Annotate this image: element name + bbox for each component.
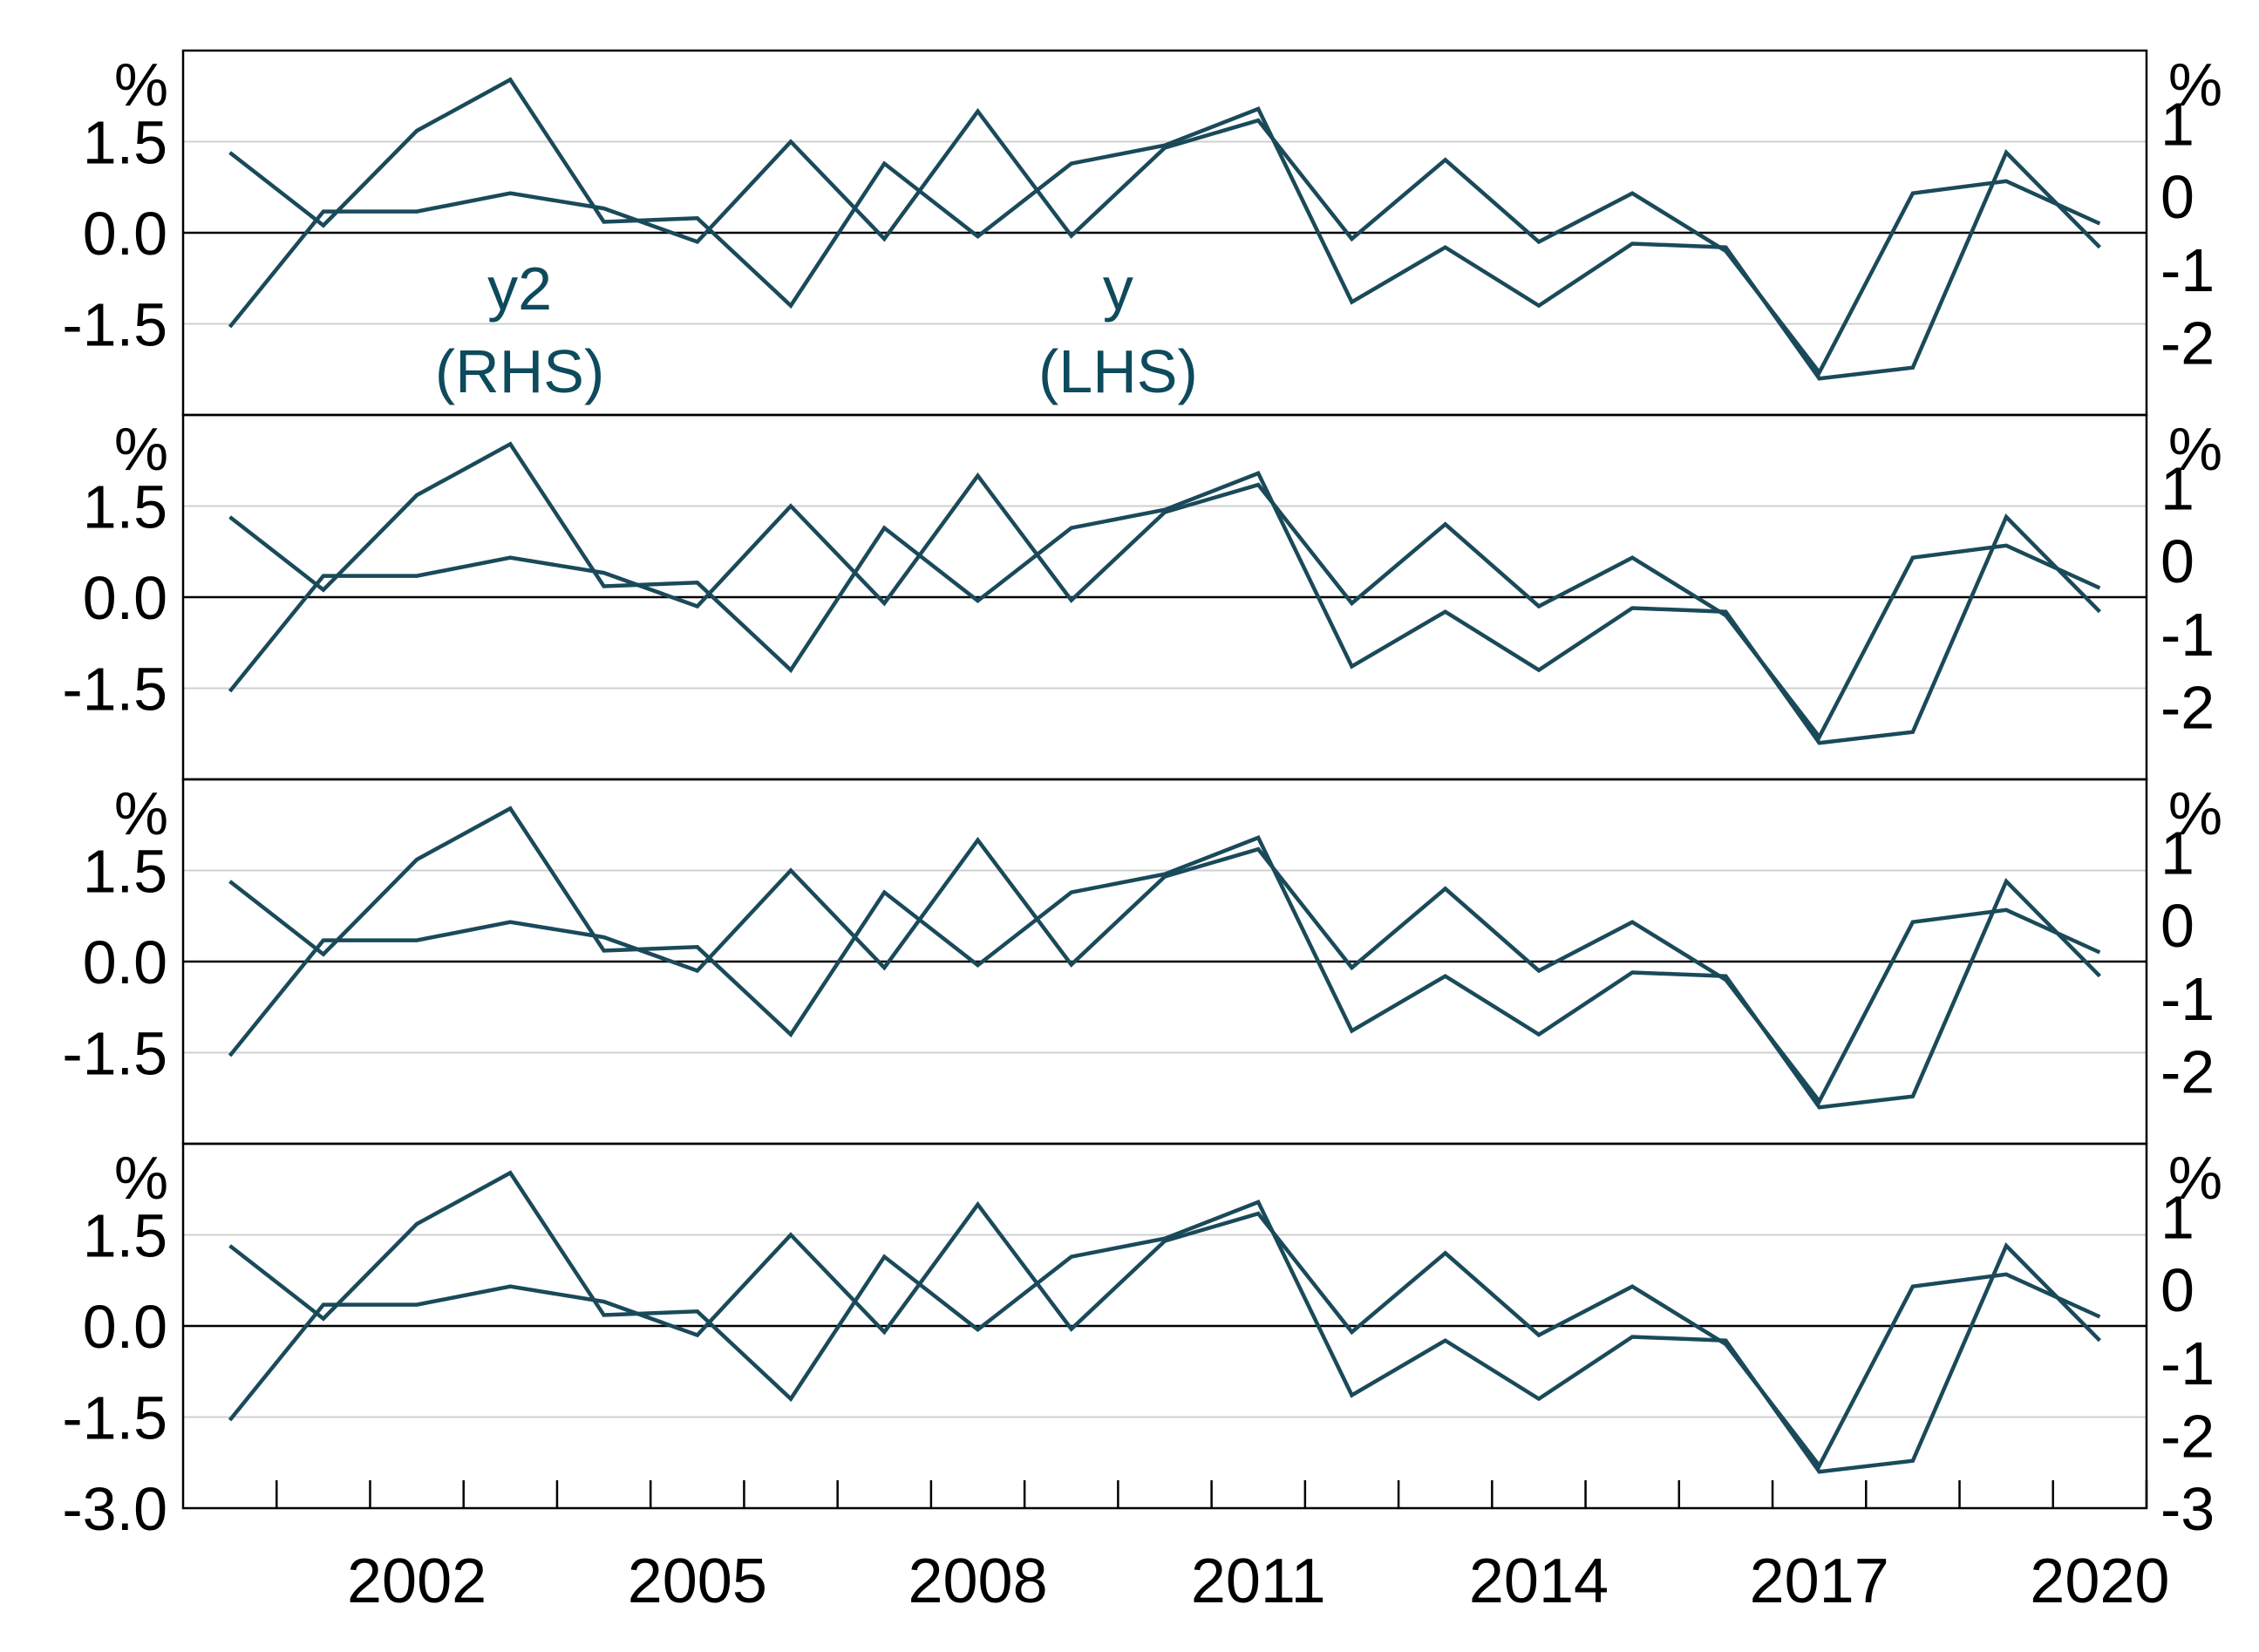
- series-line-y: [228, 472, 2101, 741]
- panel-3: 1.5 0.0 -1.5 10-1-2%%: [62, 778, 2222, 1146]
- left-unit-label: %: [114, 415, 168, 483]
- right-unit-label: %: [2168, 51, 2222, 119]
- right-tick-label: -2: [2160, 1037, 2215, 1105]
- x-tick-label: 2008: [908, 1547, 1047, 1616]
- right-tick-label: 0: [2160, 163, 2194, 231]
- panel-1: 1.5 0.0 -1.5 10-1-2% % y2 (RHS) y (LHS): [62, 49, 2222, 417]
- annotation-series-name: y2: [487, 255, 552, 323]
- annotation-series-name: y: [1103, 255, 1133, 323]
- right-tick-label: -1: [2160, 236, 2215, 304]
- right-tick-label: -3: [2160, 1475, 2215, 1543]
- left-tick-label: 1.5: [83, 1202, 167, 1270]
- left-tick-label: -1.5: [62, 291, 167, 359]
- right-tick-label: -2: [2160, 1402, 2215, 1470]
- x-axis: 2002 2005 2008 2011 2014 2017 2020: [275, 1480, 2169, 1616]
- series-line-y2: [228, 441, 2102, 745]
- series-line-y: [228, 107, 2101, 377]
- right-tick-label: 0: [2160, 527, 2194, 595]
- left-tick-label: -1.5: [62, 1384, 167, 1452]
- series-line-y2: [228, 806, 2102, 1110]
- right-tick-label: 1: [2160, 1184, 2194, 1252]
- left-tick-label: 0.0: [83, 928, 167, 996]
- x-tick-label: 2011: [1191, 1547, 1326, 1616]
- right-tick-label: -1: [2160, 1329, 2215, 1397]
- right-tick-label: 1: [2160, 819, 2194, 887]
- right-unit-label: %: [2168, 1144, 2222, 1212]
- left-tick-label: 0.0: [83, 564, 167, 632]
- left-tick-label: -1.5: [62, 1020, 167, 1088]
- left-tick-label: 1.5: [83, 838, 167, 906]
- left-unit-label: %: [114, 1144, 168, 1212]
- right-tick-label: 1: [2160, 455, 2194, 523]
- panel-frame: [181, 1142, 2148, 1510]
- left-unit-label: %: [114, 779, 168, 847]
- right-tick-label: 0: [2160, 1256, 2194, 1324]
- right-tick-label: 0: [2160, 892, 2194, 960]
- right-unit-label: %: [2168, 779, 2222, 847]
- x-tick-label: 2020: [2030, 1547, 2169, 1616]
- right-tick-label: -1: [2160, 965, 2215, 1033]
- annotation-axis-side: (RHS): [435, 337, 604, 405]
- left-tick-label: -1.5: [62, 656, 167, 724]
- left-tick-label: -3.0: [62, 1475, 167, 1543]
- left-tick-label: 0.0: [83, 200, 167, 268]
- x-tick-label: 2005: [628, 1547, 767, 1616]
- series-line-y2: [228, 77, 2102, 381]
- x-tick-label: 2017: [1750, 1547, 1889, 1616]
- right-unit-label: %: [2168, 415, 2222, 483]
- panel-2: 1.5 0.0 -1.5 10-1-2%%: [62, 413, 2222, 781]
- right-tick-label: -2: [2160, 673, 2215, 741]
- left-unit-label: %: [114, 51, 168, 119]
- right-tick-label: 1: [2160, 91, 2194, 159]
- panel-4: 1.5 0.0 -1.5 -3.0 10-1-2-3%%: [62, 1142, 2222, 1543]
- right-tick-label: -1: [2160, 601, 2215, 669]
- series-line-y: [228, 836, 2101, 1105]
- series-line-y2: [228, 1170, 2102, 1474]
- series-line-y: [228, 1200, 2101, 1470]
- left-tick-label: 1.5: [83, 109, 167, 177]
- x-tick-label: 2014: [1469, 1547, 1609, 1616]
- annotation-axis-side: (LHS): [1038, 337, 1198, 405]
- left-tick-label: 0.0: [83, 1293, 167, 1361]
- x-tick-label: 2002: [347, 1547, 487, 1616]
- left-tick-label: 1.5: [83, 473, 167, 541]
- right-tick-label: -2: [2160, 309, 2215, 377]
